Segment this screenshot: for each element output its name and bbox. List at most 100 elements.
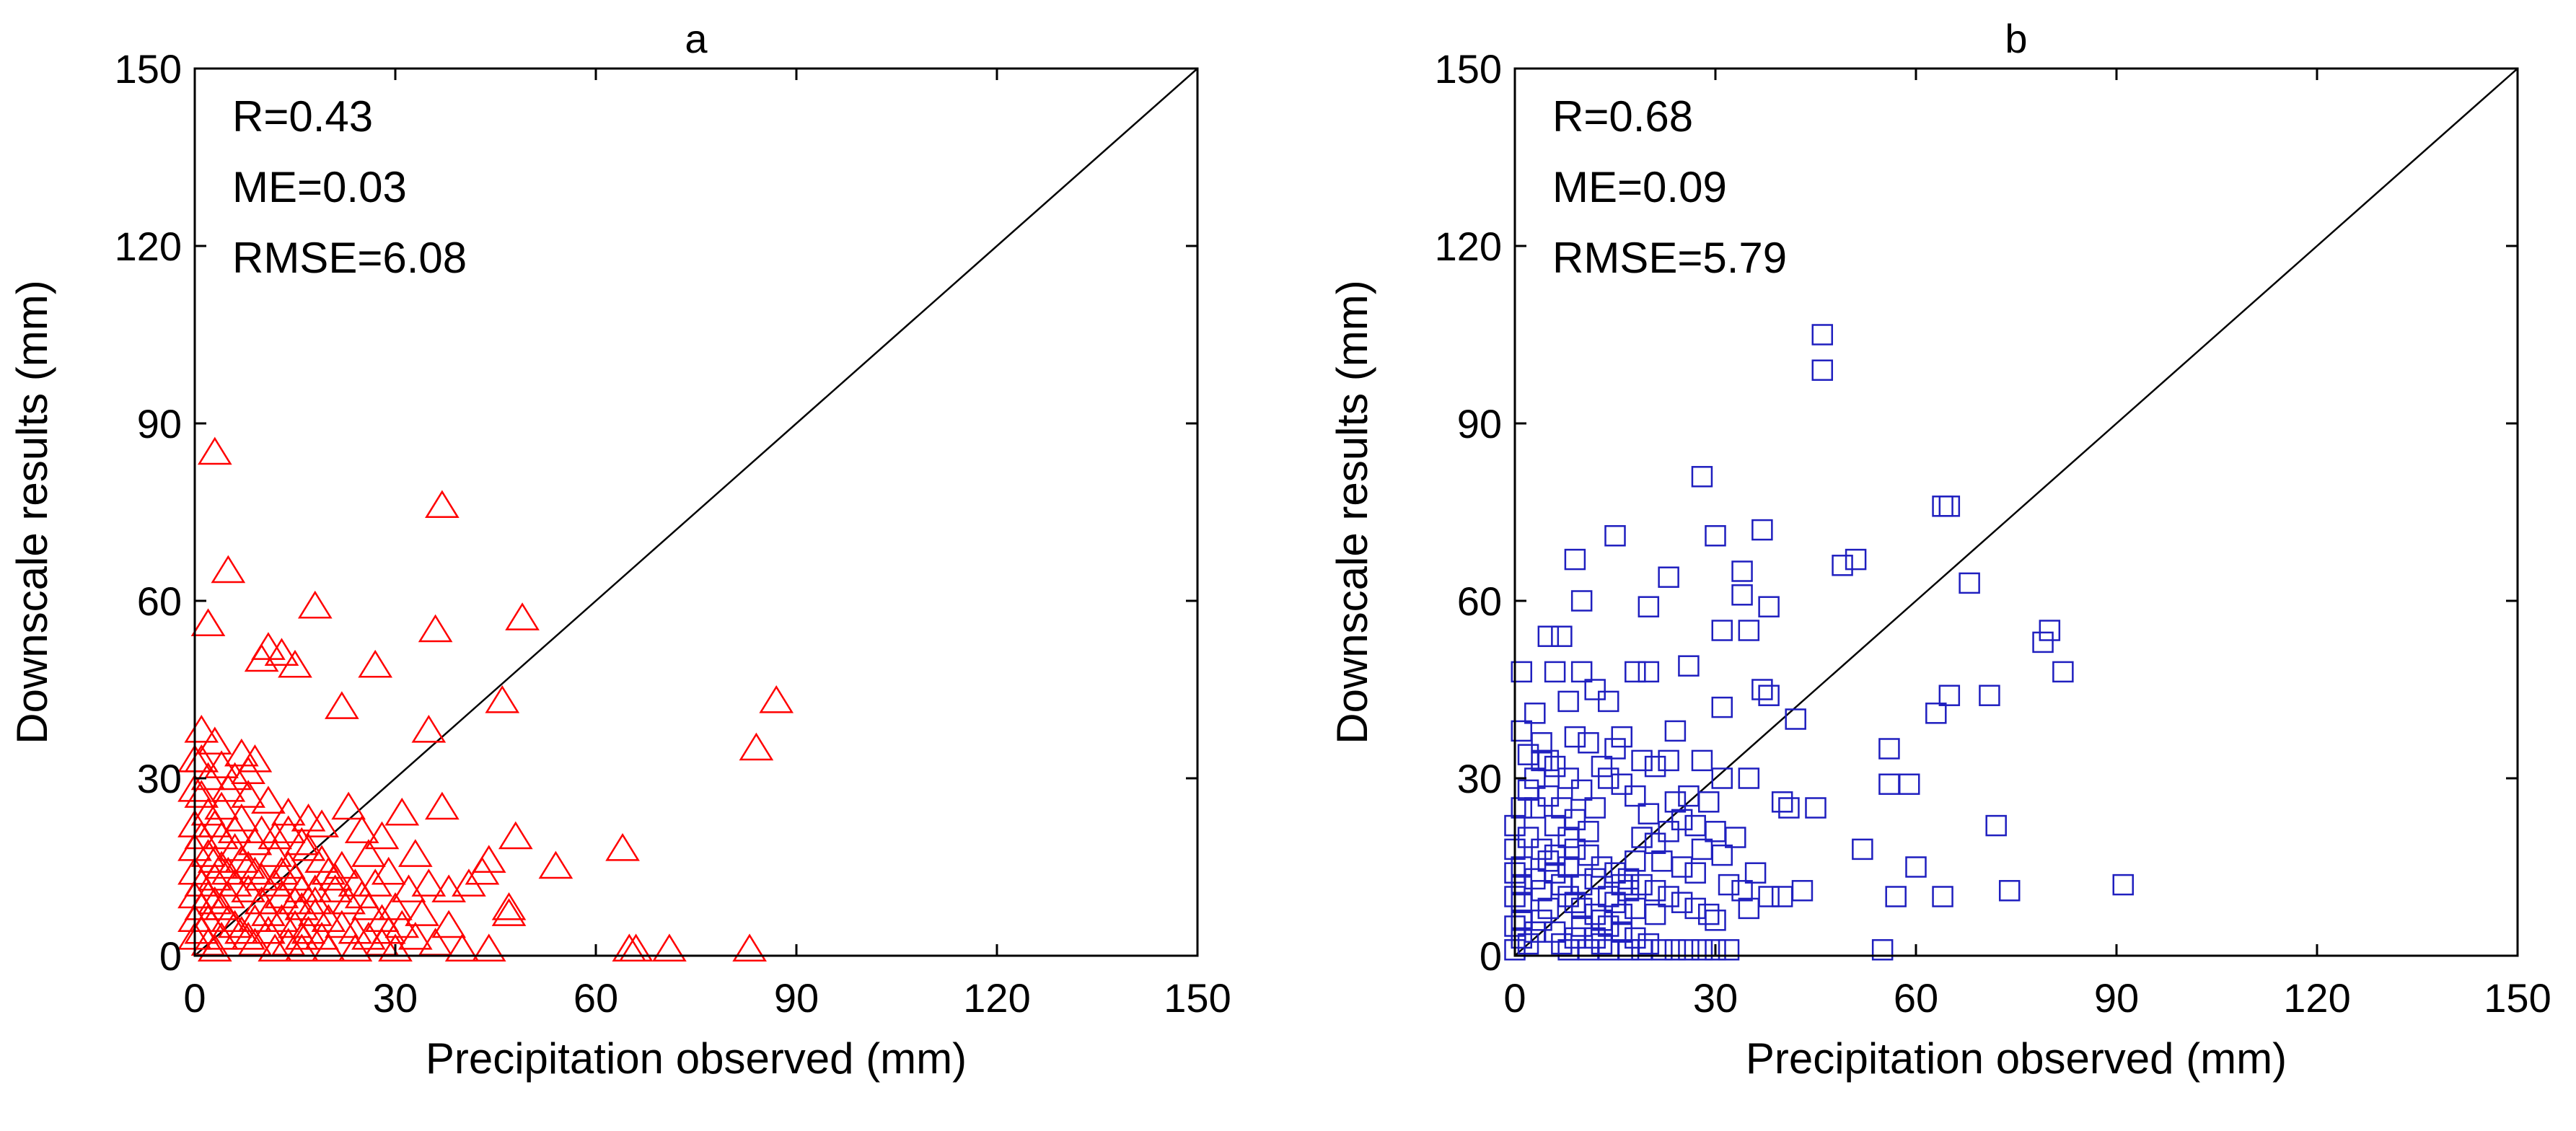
scatter-point bbox=[1524, 797, 1546, 819]
scatter-point bbox=[1852, 838, 1873, 861]
scatter-point bbox=[1564, 548, 1586, 571]
scatter-point bbox=[1625, 785, 1646, 807]
scatter-point bbox=[1524, 703, 1546, 724]
x-tick-label: 0 bbox=[1503, 975, 1526, 1021]
stat-annotation: RMSE=6.08 bbox=[232, 234, 467, 282]
scatter-point bbox=[184, 892, 219, 920]
y-tick-label: 30 bbox=[137, 756, 182, 801]
scatter-point bbox=[1557, 690, 1579, 713]
scatter-point bbox=[1557, 886, 1579, 907]
scatter-point bbox=[1611, 773, 1633, 795]
scatter-point bbox=[224, 804, 259, 832]
scatter-point bbox=[1511, 797, 1533, 819]
scatter-point bbox=[1625, 897, 1646, 920]
scatter-point bbox=[1597, 939, 1619, 961]
scatter-point bbox=[1718, 939, 1740, 961]
scatter-point bbox=[1697, 791, 1720, 813]
scatter-point bbox=[1584, 797, 1606, 819]
scatter-point bbox=[2112, 873, 2135, 896]
stat-annotation: R=0.43 bbox=[232, 92, 373, 141]
chart-panel-a: 0 30 60 90 120 150 0 30 60 90 120 150 a Precipitation… bbox=[8, 16, 1231, 1083]
scatter-point bbox=[258, 933, 293, 962]
x-tick-label: 120 bbox=[963, 975, 1030, 1021]
scatter-point bbox=[224, 738, 259, 767]
scatter-point bbox=[351, 839, 386, 867]
scatter-point bbox=[1731, 560, 1753, 582]
scatter-point bbox=[217, 762, 252, 791]
scatter-point bbox=[371, 856, 406, 885]
scatter-point bbox=[2052, 661, 2074, 683]
scatter-point bbox=[1604, 738, 1626, 760]
scatter-point bbox=[732, 933, 767, 962]
scatter-point bbox=[1570, 915, 1593, 937]
scatter-point bbox=[1557, 856, 1579, 878]
scatter-point bbox=[1805, 797, 1827, 819]
scatter-point bbox=[1531, 838, 1552, 861]
scatter-point bbox=[204, 850, 239, 879]
scatter-point bbox=[431, 910, 466, 938]
scatter-point bbox=[1625, 661, 1646, 683]
scatter-point bbox=[344, 815, 379, 844]
scatter-point bbox=[2032, 631, 2054, 653]
scatter-point bbox=[1778, 797, 1800, 819]
scatter-point bbox=[1511, 720, 1533, 742]
scatter-point bbox=[1631, 827, 1653, 848]
scatter-point bbox=[204, 821, 239, 850]
scatter-point bbox=[1705, 910, 1726, 931]
scatter-point bbox=[184, 744, 219, 773]
scatter-point bbox=[1644, 880, 1666, 902]
scatter-point bbox=[1564, 892, 1586, 913]
scatter-point bbox=[1684, 897, 1706, 920]
scatter-point bbox=[291, 915, 326, 944]
scatter-point bbox=[211, 904, 246, 933]
scatter-point bbox=[1758, 596, 1780, 617]
scatter-point bbox=[418, 614, 453, 643]
scatter-point bbox=[425, 791, 460, 820]
scatter-point bbox=[1638, 803, 1660, 824]
x-tick-label: 0 bbox=[183, 975, 206, 1021]
scatter-point bbox=[2039, 620, 2061, 641]
y-tick-label: 90 bbox=[1457, 401, 1502, 446]
scatter-point bbox=[1678, 939, 1700, 961]
x-tick-label: 60 bbox=[1894, 975, 1938, 1021]
scatter-point bbox=[1832, 555, 1853, 576]
scatter-point bbox=[1938, 685, 1961, 706]
y-tick-label: 120 bbox=[1435, 224, 1502, 269]
scatter-point bbox=[444, 933, 480, 962]
scatter-point bbox=[190, 608, 226, 637]
scatter-point bbox=[1597, 915, 1619, 937]
scatter-point bbox=[1625, 850, 1646, 872]
scatter-point bbox=[1511, 892, 1533, 913]
x-tick-label: 120 bbox=[2283, 975, 2350, 1021]
x-tick-label: 30 bbox=[1693, 975, 1738, 1021]
scatter-point bbox=[1751, 679, 1773, 700]
scatter-point bbox=[739, 732, 774, 761]
scatter-point bbox=[291, 804, 326, 832]
scatter-point bbox=[1758, 685, 1780, 706]
reference-line bbox=[1514, 68, 2518, 956]
scatter-point bbox=[1878, 773, 1900, 795]
stat-annotation: ME=0.03 bbox=[232, 163, 407, 211]
scatter-point bbox=[405, 898, 439, 926]
scatter-point bbox=[1557, 767, 1579, 789]
scatter-point bbox=[1578, 844, 1599, 866]
scatter-point bbox=[1597, 767, 1619, 789]
scatter-point bbox=[325, 910, 359, 938]
scatter-point bbox=[204, 791, 239, 820]
x-tick-label: 90 bbox=[774, 975, 819, 1021]
chart-title: b bbox=[2005, 16, 2027, 61]
scatter-point bbox=[1885, 886, 1907, 907]
chart-title: a bbox=[685, 16, 708, 61]
scatter-point bbox=[1584, 868, 1606, 890]
scatter-point bbox=[1758, 886, 1780, 907]
scatter-point bbox=[338, 933, 373, 962]
scatter-point bbox=[1570, 590, 1593, 612]
scatter-point bbox=[184, 715, 219, 743]
x-axis-label: Precipitation observed (mm) bbox=[1746, 1034, 2287, 1083]
scatter-point bbox=[1611, 921, 1633, 943]
scatter-point bbox=[1744, 862, 1767, 884]
scatter-point bbox=[184, 780, 219, 808]
scatter-point bbox=[1771, 791, 1793, 813]
